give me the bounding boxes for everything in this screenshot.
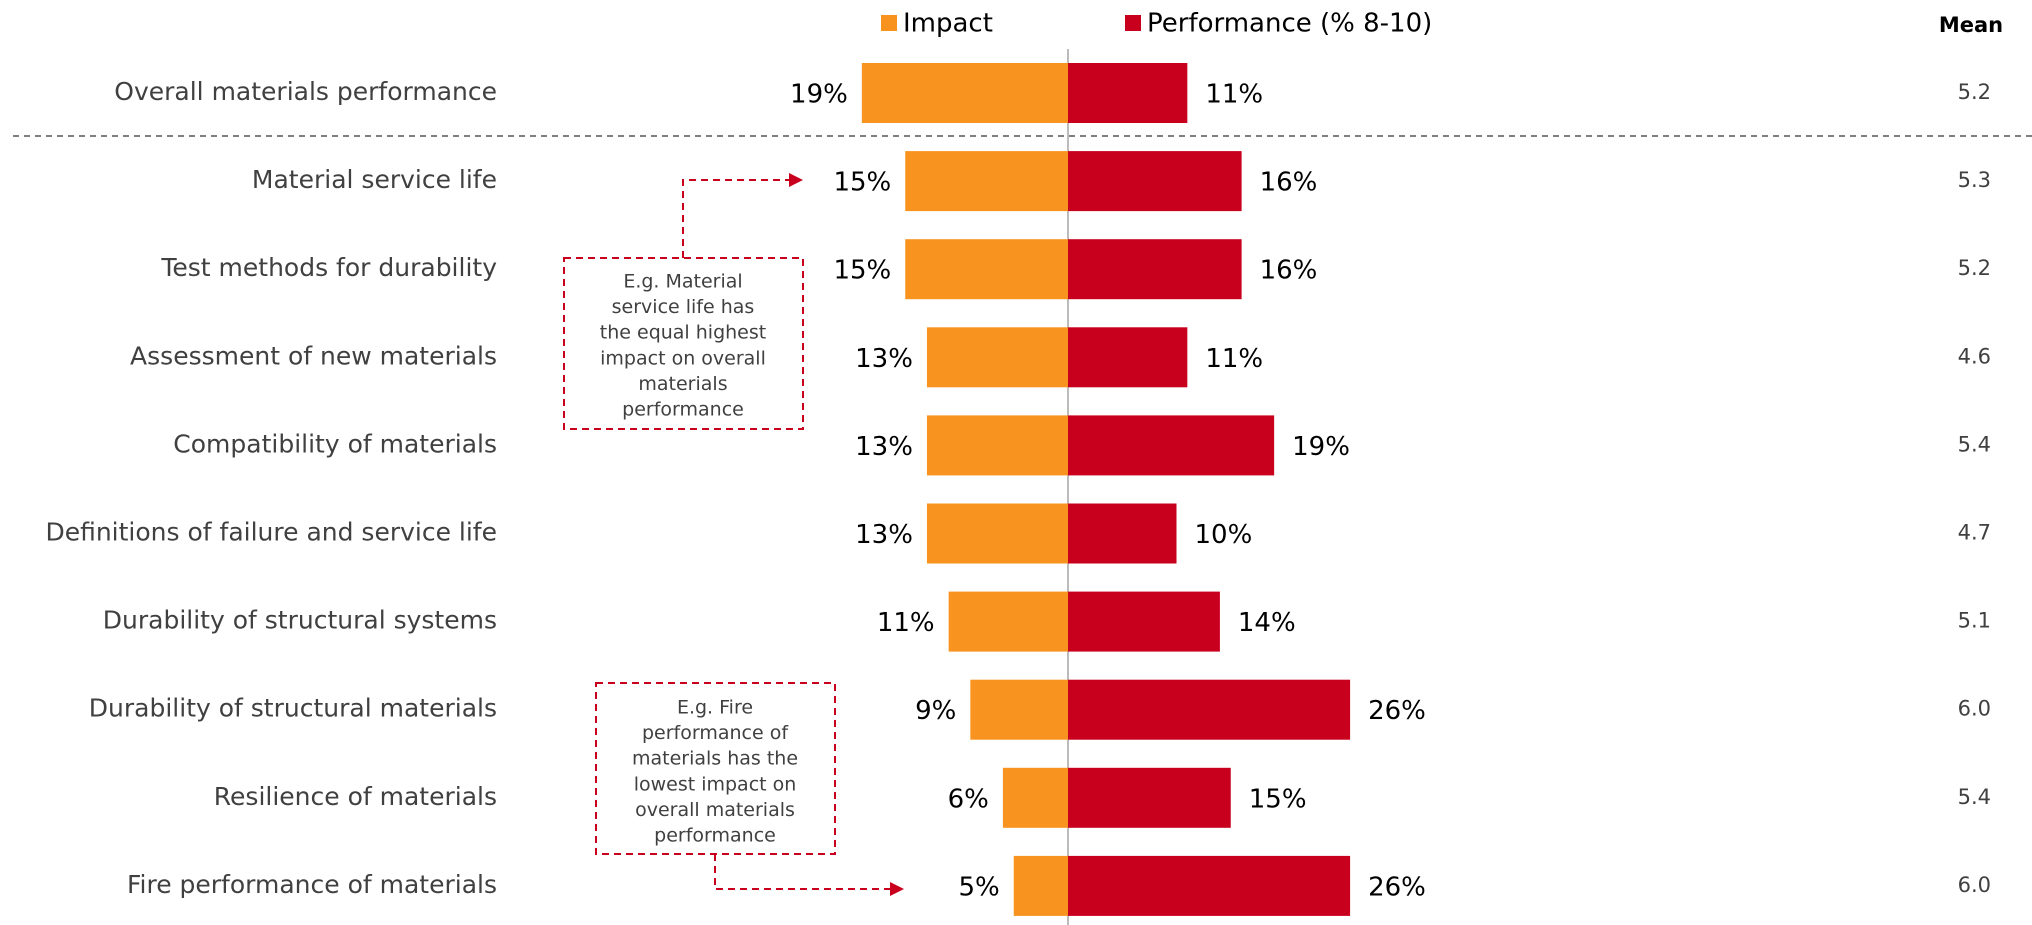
legend-swatch [1125, 15, 1141, 31]
mean-value: 6.0 [1958, 873, 1991, 897]
bar [1068, 767, 1231, 828]
data-label: 13% [855, 344, 913, 374]
bar [861, 63, 1068, 123]
annotation-arrow [714, 854, 891, 890]
annotation-text: the equal highest [600, 322, 766, 344]
data-label: 13% [855, 520, 913, 550]
mean-value: 4.6 [1958, 344, 1991, 368]
arrow-head [890, 882, 904, 896]
data-label: 5% [959, 872, 1000, 902]
annotation-text: overall materials [635, 799, 795, 821]
category-label: Durability of structural materials [89, 694, 497, 723]
annotation-text: performance of [642, 722, 789, 744]
data-label: 26% [1368, 872, 1426, 902]
data-label: 13% [855, 432, 913, 462]
mean-value: 6.0 [1958, 697, 1991, 721]
data-label: 14% [1238, 608, 1296, 638]
bar [1068, 415, 1275, 476]
bar [970, 679, 1068, 740]
mean-value: 5.1 [1958, 609, 1991, 633]
bar [1013, 855, 1068, 916]
data-label: 9% [915, 696, 956, 726]
category-label: Definitions of failure and service life [45, 518, 497, 547]
annotation-arrow [682, 179, 790, 258]
annotation-text: E.g. Material [623, 271, 742, 293]
annotation-text: lowest impact on [634, 773, 797, 795]
data-label: 15% [1249, 784, 1307, 814]
category-label: Test methods for durability [160, 253, 497, 282]
bar [1068, 239, 1242, 300]
annotation-text: impact on overall [600, 347, 766, 369]
legend-label: Performance (% 8-10) [1147, 9, 1432, 39]
bar [1068, 63, 1188, 123]
category-label: Durability of structural systems [103, 606, 497, 635]
category-label: Compatibility of materials [173, 429, 497, 458]
annotation-text: service life has [612, 296, 755, 318]
bar [926, 415, 1068, 476]
data-label: 26% [1368, 696, 1426, 726]
mean-value: 5.4 [1958, 785, 1991, 809]
bar [926, 327, 1068, 388]
annotation-box [563, 257, 804, 430]
data-label: 19% [790, 80, 848, 110]
mean-header: Mean [1939, 13, 2003, 37]
category-label: Material service life [252, 165, 497, 194]
legend-label: Impact [903, 9, 993, 39]
arrow-head [789, 173, 803, 187]
mean-value: 5.3 [1958, 168, 1991, 192]
annotation-text: performance [622, 399, 744, 421]
bar [1068, 503, 1177, 564]
data-label: 10% [1195, 520, 1253, 550]
data-label: 15% [833, 256, 891, 286]
mean-value: 5.2 [1958, 80, 1991, 104]
bar [905, 239, 1068, 300]
bar [1068, 855, 1351, 916]
data-label: 11% [1205, 80, 1263, 110]
bar [926, 503, 1068, 564]
data-label: 11% [877, 608, 935, 638]
mean-value: 5.2 [1958, 256, 1991, 280]
bar [948, 591, 1068, 652]
annotation-text: materials [638, 373, 727, 395]
annotation-text: materials has the [632, 748, 798, 770]
data-label: 11% [1205, 344, 1263, 374]
category-label: Fire performance of materials [127, 870, 497, 899]
category-label: Overall materials performance [114, 77, 497, 106]
bar [1068, 151, 1242, 212]
category-label: Resilience of materials [214, 782, 497, 811]
mean-value: 4.7 [1958, 521, 1991, 545]
annotation-text: performance [654, 825, 776, 847]
data-label: 16% [1260, 168, 1318, 198]
bar [905, 151, 1068, 212]
legend-swatch [881, 15, 897, 31]
data-label: 15% [833, 168, 891, 198]
data-label: 6% [948, 784, 989, 814]
data-label: 16% [1260, 256, 1318, 286]
bar [1068, 591, 1220, 652]
category-label: Assessment of new materials [130, 341, 497, 370]
bar [1068, 679, 1351, 740]
bar [1002, 767, 1068, 828]
annotation-text: E.g. Fire [677, 697, 753, 719]
data-label: 19% [1292, 432, 1350, 462]
mean-value: 5.4 [1958, 432, 1991, 456]
bar [1068, 327, 1188, 388]
